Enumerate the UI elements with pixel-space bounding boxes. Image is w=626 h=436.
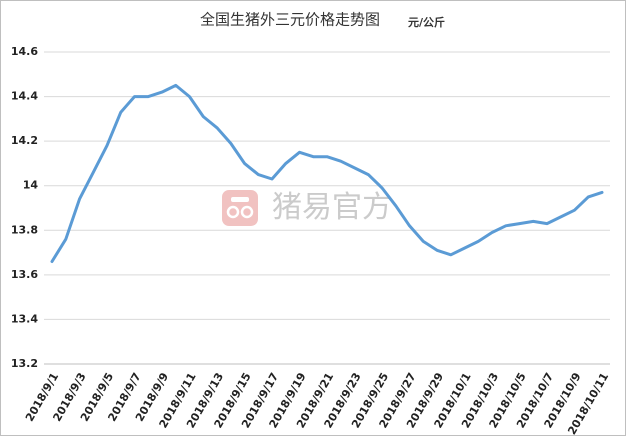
y-tick-label: 13.6 [11,268,38,281]
chart-title: 全国生猪外三元价格走势图 [200,11,380,29]
y-tick-label: 13.2 [11,357,38,370]
y-tick-label: 14.4 [11,90,38,103]
line-series [50,83,604,263]
y-tick-label: 14.2 [11,134,38,147]
unit-label: 元/公斤 [408,15,445,29]
y-tick-label: 14 [23,179,39,192]
y-tick-label: 13.4 [11,312,38,325]
y-tick-label: 13.8 [11,223,38,236]
watermark: 猪易官方 [272,190,392,225]
y-tick-label: 14.6 [11,45,38,58]
watermark-logo [222,190,258,226]
